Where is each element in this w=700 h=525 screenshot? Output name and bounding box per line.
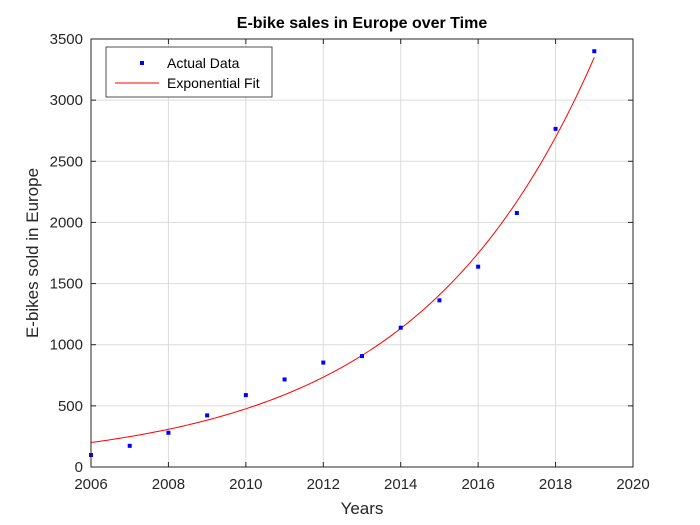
data-point [592, 49, 597, 54]
data-points [89, 49, 597, 458]
data-point [127, 443, 132, 448]
plot-background [91, 39, 633, 467]
x-tick-label: 2010 [229, 476, 262, 493]
data-point [476, 264, 481, 269]
data-point [205, 413, 210, 418]
x-tick-label: 2020 [616, 476, 649, 493]
legend: Actual Data Exponential Fit [105, 46, 273, 98]
exponential-fit-line [90, 57, 595, 444]
plot-box [90, 38, 634, 468]
y-tick-label: 1500 [50, 276, 83, 293]
legend-box [105, 46, 273, 98]
y-tick-label: 3500 [50, 31, 83, 48]
data-point [243, 393, 248, 398]
data-point [553, 126, 558, 131]
y-axis-title: E-bikes sold in Europe [23, 168, 42, 338]
x-axis-title: Years [341, 499, 384, 518]
legend-label-actual-data: Actual Data [167, 55, 240, 71]
legend-marker-actual-data [140, 61, 144, 65]
y-tick-label: 2500 [50, 153, 83, 170]
legend-label-exponential-fit: Exponential Fit [167, 75, 260, 91]
x-tick-label: 2018 [539, 476, 572, 493]
chart-title: E-bike sales in Europe over Time [237, 15, 488, 32]
y-tick-label: 1000 [50, 337, 83, 354]
y-tick-label: 500 [58, 398, 83, 415]
x-tick-label: 2014 [384, 476, 417, 493]
x-tick-label: 2008 [152, 476, 185, 493]
data-point [321, 360, 326, 365]
x-tick-label: 2016 [461, 476, 494, 493]
data-point [360, 354, 364, 359]
data-point [166, 430, 171, 435]
y-tick-label: 2000 [50, 214, 83, 231]
fit-line-group [90, 57, 595, 444]
x-tick-label: 2012 [307, 476, 340, 493]
axis-ticks: 2006 2008 2010 2012 2014 2016 2018 2020 0 500 1000… [50, 31, 650, 493]
y-tick-label: 3000 [50, 92, 83, 109]
x-tick-label: 2006 [74, 476, 107, 493]
data-point [514, 211, 519, 216]
data-point [282, 377, 287, 382]
data-point [437, 298, 442, 303]
y-tick-label: 0 [75, 459, 83, 476]
data-point [398, 325, 403, 330]
